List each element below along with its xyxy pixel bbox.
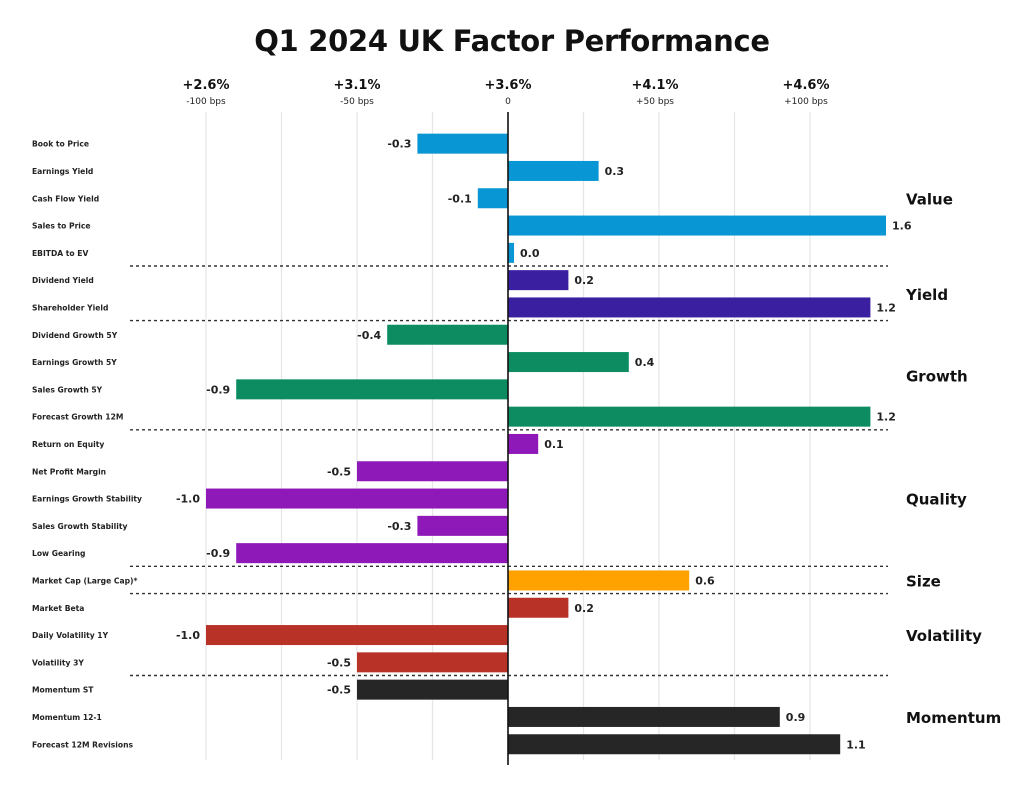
bar — [508, 242, 515, 263]
row-label: Momentum 12-1 — [32, 713, 102, 722]
row-label: Dividend Yield — [32, 276, 94, 285]
value-label: 0.4 — [635, 356, 655, 369]
row-label: Sales to Price — [32, 222, 91, 231]
row-label: Momentum ST — [32, 686, 94, 695]
value-labels: -0.3 0.3 -0.1 1.6 0.0 0.2 1.2 -0.4 0.4 -0.9 1.2 0.1… — [176, 138, 912, 752]
group-separators — [130, 265, 888, 677]
chart-title: Q1 2024 UK Factor Performance — [254, 24, 770, 58]
x-tick-label: +2.6% — [183, 78, 230, 93]
group-label: Value — [906, 190, 953, 208]
group-label: Size — [906, 572, 941, 590]
value-label: -0.9 — [206, 547, 230, 560]
group-label: Yield — [905, 286, 948, 304]
value-label: -0.9 — [206, 383, 230, 396]
bar — [508, 270, 569, 291]
value-label: -1.0 — [176, 629, 200, 642]
value-label: -1.0 — [176, 493, 200, 506]
x-tick-label: +3.6% — [485, 78, 532, 93]
bar — [417, 515, 508, 536]
value-label: -0.4 — [357, 329, 381, 342]
row-label: Forecast Growth 12M — [32, 413, 123, 422]
value-label: -0.3 — [387, 138, 411, 151]
bar — [508, 433, 539, 454]
group-label: Momentum — [906, 709, 1001, 727]
bar — [508, 352, 629, 373]
group-label: Quality — [906, 491, 967, 509]
x-tick-label: +4.1% — [632, 78, 679, 93]
bar — [508, 570, 690, 591]
row-label: Cash Flow Yield — [32, 194, 99, 203]
bar — [206, 488, 508, 509]
row-label: Net Profit Margin — [32, 467, 106, 476]
value-label: -0.1 — [448, 192, 472, 205]
x-tick-sublabel: -100 bps — [186, 97, 226, 107]
row-label: Earnings Growth Stability — [32, 495, 142, 504]
value-label: -0.3 — [387, 520, 411, 533]
value-label: 1.1 — [846, 738, 866, 751]
group-label: Volatility — [906, 627, 982, 645]
bar — [508, 160, 599, 181]
bar — [206, 625, 508, 646]
x-tick-sublabel: 0 — [505, 97, 511, 107]
value-label: 1.6 — [892, 220, 912, 233]
bar — [357, 652, 508, 673]
group-labels: Value Yield Growth Quality Size Volatility Mom… — [905, 190, 1001, 727]
value-label: 0.2 — [574, 274, 594, 287]
value-label: 0.3 — [605, 165, 625, 178]
row-label: Low Gearing — [32, 549, 85, 558]
value-label: 0.9 — [786, 711, 806, 724]
x-axis-ticks: +2.6% -100 bps +3.1% -50 bps +3.6% 0 +4.1% +50 … — [183, 78, 830, 107]
x-tick-sublabel: +50 bps — [636, 97, 674, 107]
bar — [508, 597, 569, 618]
bar — [508, 297, 871, 318]
bar — [508, 734, 841, 755]
row-label: Return on Equity — [32, 440, 104, 449]
value-label: 0.1 — [544, 438, 564, 451]
bar — [477, 188, 508, 209]
row-label: Volatility 3Y — [32, 658, 84, 667]
row-label: Shareholder Yield — [32, 303, 108, 312]
bar — [236, 543, 508, 564]
row-label: Forecast 12M Revisions — [32, 740, 133, 749]
row-labels: Book to Price Earnings Yield Cash Flow Yie… — [32, 140, 142, 750]
bar — [236, 379, 508, 400]
row-label: Market Cap (Large Cap)* — [32, 576, 137, 585]
value-label: 1.2 — [876, 411, 896, 424]
bar — [417, 133, 508, 154]
row-label: Sales Growth 5Y — [32, 385, 103, 394]
row-label: Book to Price — [32, 140, 89, 149]
bar — [508, 215, 886, 236]
value-label: 0.2 — [574, 602, 594, 615]
bar — [387, 324, 508, 345]
bar — [508, 706, 780, 727]
row-label: Earnings Yield — [32, 167, 93, 176]
bar — [357, 679, 508, 700]
value-label: -0.5 — [327, 684, 351, 697]
bar — [357, 461, 508, 482]
row-label: EBITDA to EV — [32, 249, 88, 258]
row-label: Sales Growth Stability — [32, 522, 127, 531]
value-label: -0.5 — [327, 656, 351, 669]
x-tick-label: +4.6% — [783, 78, 830, 93]
value-label: 0.6 — [695, 574, 715, 587]
value-label: 0.0 — [520, 247, 540, 260]
x-tick-sublabel: +100 bps — [784, 97, 828, 107]
x-tick-sublabel: -50 bps — [340, 97, 374, 107]
row-label: Daily Volatility 1Y — [32, 631, 109, 640]
value-label: -0.5 — [327, 465, 351, 478]
bars — [206, 133, 886, 755]
row-label: Dividend Growth 5Y — [32, 331, 118, 340]
bar — [508, 406, 871, 427]
group-label: Growth — [906, 368, 968, 386]
row-label: Market Beta — [32, 604, 84, 613]
row-label: Earnings Growth 5Y — [32, 358, 117, 367]
x-tick-label: +3.1% — [334, 78, 381, 93]
value-label: 1.2 — [876, 301, 896, 314]
